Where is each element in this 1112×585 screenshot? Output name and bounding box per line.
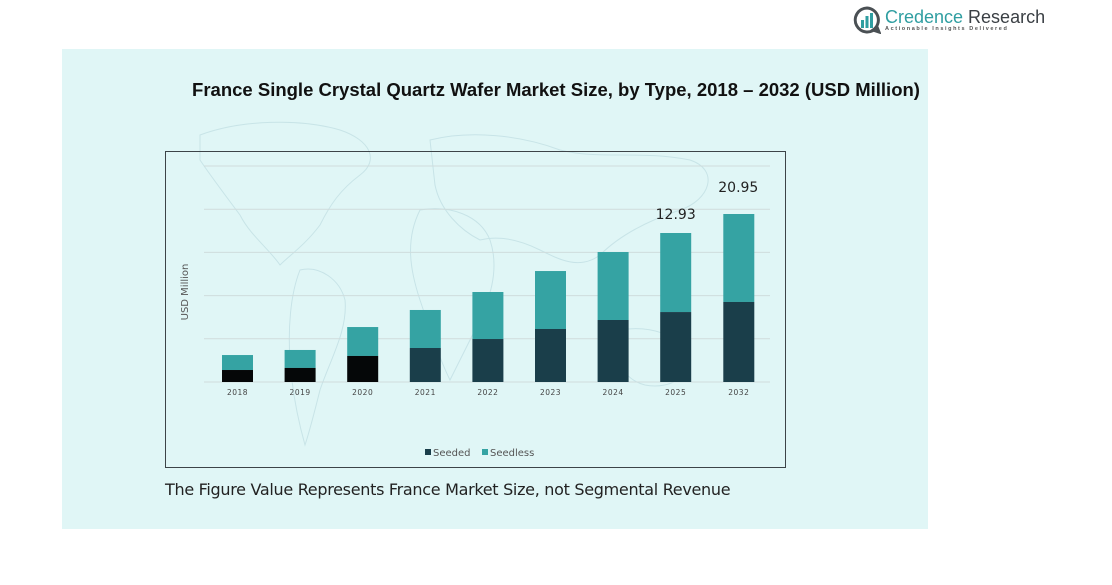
logo-tagline: Actionable Insights Delivered: [885, 25, 1009, 32]
bar-seeded-2025: [660, 312, 692, 382]
bars: [222, 214, 755, 382]
y-axis-label: USD Million: [180, 264, 191, 321]
logo-name-rest: Research: [963, 6, 1046, 27]
bar-seedless-2019: [284, 349, 316, 368]
legend-swatch-seeded: [425, 449, 431, 455]
chart-frame: [165, 151, 786, 468]
x-tick-label: 2020: [352, 388, 373, 397]
x-tick-label: 2032: [728, 388, 749, 397]
footnote: The Figure Value Represents France Marke…: [165, 480, 731, 499]
x-tick-label: 2022: [477, 388, 498, 397]
x-tick-label: 2018: [227, 388, 248, 397]
logo-name: Credence Research: [885, 8, 1045, 26]
bar-seedless-2020: [347, 327, 379, 356]
x-axis-labels: 2018 2019 2020 2021 2022 2023 2024 2025 2032: [227, 388, 749, 397]
credence-research-logo: Credence Research Actionable Insights De…: [853, 6, 1045, 34]
bar-seedless-2022: [472, 292, 504, 340]
legend-label-seedless: Seedless: [490, 448, 534, 459]
bar-seeded-2021: [409, 348, 441, 382]
bar-seedless-2021: [409, 309, 441, 349]
bar-seeded-2023: [535, 328, 566, 382]
bar-seedless-2032: [723, 214, 755, 302]
bar-chart-bubble-icon: [853, 6, 881, 34]
bar-seedless-2018: [222, 355, 253, 371]
bar-seeded-2022: [472, 339, 504, 382]
legend: Seeded Seedless: [425, 448, 534, 459]
bar-seeded-2032: [723, 301, 755, 382]
x-tick-label: 2023: [540, 388, 561, 397]
x-tick-label: 2019: [290, 388, 311, 397]
bar-seedless-2023: [535, 271, 566, 329]
bar-seeded-2024: [597, 320, 629, 382]
x-tick-label: 2025: [665, 388, 686, 397]
legend-swatch-seedless: [482, 449, 488, 455]
data-label-2032: 20.95: [718, 180, 758, 196]
chart-panel: [62, 49, 928, 529]
x-tick-label: 2021: [415, 388, 436, 397]
data-label-2025: 12.93: [656, 207, 696, 223]
chart-title: France Single Crystal Quartz Wafer Marke…: [192, 79, 920, 100]
bar-seeded-2018: [222, 370, 253, 382]
bar-seedless-2025: [660, 233, 692, 313]
x-tick-label: 2024: [603, 388, 624, 397]
bar-seedless-2024: [597, 252, 629, 321]
logo-brand: Credence: [885, 6, 964, 27]
bar-seeded-2020: [347, 355, 379, 382]
legend-label-seeded: Seeded: [433, 448, 471, 459]
bar-seeded-2019: [284, 367, 316, 382]
data-labels: 12.93 20.95: [656, 180, 759, 223]
